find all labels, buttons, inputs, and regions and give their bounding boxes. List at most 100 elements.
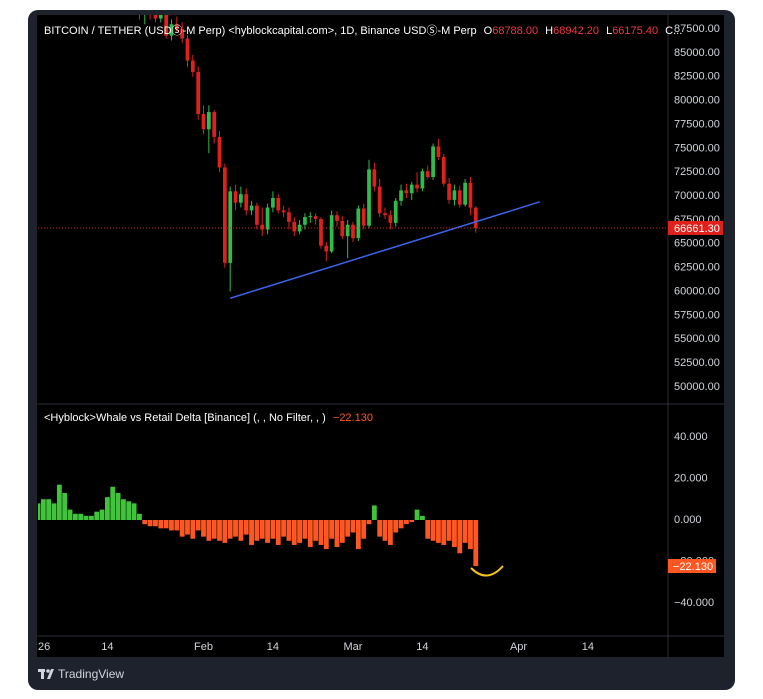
candle-body: [158, 15, 163, 19]
candle-body: [361, 208, 366, 226]
delta-bar: [318, 520, 324, 545]
candle-body: [345, 224, 350, 237]
candle-body: [351, 224, 355, 239]
delta-bar: [420, 515, 425, 520]
candle-body: [260, 224, 265, 230]
delta-bar: [227, 520, 233, 539]
candle-body: [383, 213, 387, 216]
delta-bar: [137, 513, 142, 520]
delta-bar: [350, 520, 356, 533]
delta-bar: [201, 520, 206, 537]
x-tick-label: 14: [267, 641, 279, 653]
delta-bar: [275, 520, 281, 545]
delta-bar: [387, 520, 393, 545]
x-tick-label: 14: [582, 641, 594, 653]
candle-body: [201, 113, 206, 130]
delta-bar: [88, 515, 94, 520]
delta-bar: [339, 520, 345, 543]
candle-body: [185, 38, 190, 61]
delta-bar: [238, 520, 244, 541]
delta-bar: [403, 520, 409, 525]
delta-bar: [307, 520, 313, 548]
delta-bar: [473, 520, 479, 567]
candle-body: [239, 194, 243, 203]
delta-bar: [355, 520, 361, 550]
delta-bar: [185, 520, 190, 535]
candle-body: [271, 197, 275, 208]
candle-body: [324, 245, 329, 252]
candle-body: [420, 171, 425, 189]
y-tick-label: 87500.00: [674, 23, 720, 35]
delta-bar: [78, 513, 84, 520]
legend-value: 68788.00: [492, 25, 538, 37]
delta-bar: [334, 520, 340, 548]
time-axis: 2026 14 Feb 14 Mar 14 Apr 14: [38, 641, 594, 653]
delta-bar: [377, 520, 383, 537]
delta-bar: [452, 520, 457, 548]
candle-body: [441, 156, 446, 184]
delta-bar: [430, 520, 436, 541]
delta-bar: [265, 520, 270, 543]
delta-bar: [131, 503, 137, 520]
candle-body: [292, 221, 297, 232]
candle-body: [452, 190, 457, 200]
delta-bar: [457, 520, 463, 554]
delta-bar: [259, 520, 265, 539]
y-tick-label: 62500.00: [674, 262, 720, 274]
chart-area: [37, 15, 724, 657]
delta-bar: [67, 509, 73, 520]
legend-key: H: [545, 25, 553, 37]
delta-bar: [99, 509, 105, 520]
indicator-value: −22.130: [333, 412, 373, 424]
y-tick-label: 20.000: [674, 472, 708, 484]
symbol-title: BITCOIN / TETHER (USDⓈ-M Perp) <hyblockc…: [44, 24, 477, 37]
delta-bar: [254, 520, 260, 541]
delta-bar: [105, 497, 110, 520]
delta-bar: [179, 520, 185, 537]
delta-bar: [382, 520, 388, 541]
candle-body: [153, 15, 158, 19]
delta-bar: [110, 486, 116, 520]
delta-bar: [174, 520, 180, 531]
candle-body: [276, 197, 281, 211]
delta-bar: [126, 501, 132, 520]
legend-key: L: [606, 25, 612, 37]
candle-body: [222, 167, 227, 263]
candle-body: [164, 15, 169, 36]
candle-body: [287, 212, 291, 222]
legend-more: C...: [665, 25, 682, 37]
candle-body: [180, 29, 185, 39]
delta-bar: [297, 520, 303, 543]
candle-body: [190, 60, 195, 72]
candle-body: [244, 194, 249, 211]
y-tick-label: 85000.00: [674, 47, 720, 59]
delta-bar: [468, 520, 473, 550]
delta-bar: [345, 520, 351, 537]
delta-bar: [302, 520, 308, 539]
delta-bar: [142, 520, 148, 525]
delta-bar: [425, 520, 431, 539]
delta-bar: [291, 520, 297, 545]
candle-body: [335, 215, 339, 221]
y-tick-label: 50000.00: [674, 381, 720, 393]
delta-bar: [366, 520, 372, 525]
candle-body: [425, 171, 430, 177]
candle-body: [431, 146, 435, 177]
indicator-title: <Hyblock>Whale vs Retail Delta [Binance]…: [44, 412, 326, 424]
delta-bar: [371, 505, 377, 520]
delta-bar: [286, 520, 292, 541]
delta-bar: [211, 520, 217, 539]
price-label: 66661.30: [674, 223, 720, 235]
y-tick-label: 55000.00: [674, 333, 720, 345]
y-tick-label: 0.000: [674, 514, 702, 526]
delta-bar: [270, 520, 276, 539]
value-label-box: [668, 559, 716, 574]
delta-bar: [233, 520, 238, 537]
y-tick-label: −40.000: [674, 597, 714, 609]
delta-bar: [323, 520, 329, 550]
trend-line: [229, 201, 541, 299]
candle-body: [169, 24, 174, 36]
candle-body: [233, 191, 238, 203]
candle-body: [399, 190, 403, 201]
